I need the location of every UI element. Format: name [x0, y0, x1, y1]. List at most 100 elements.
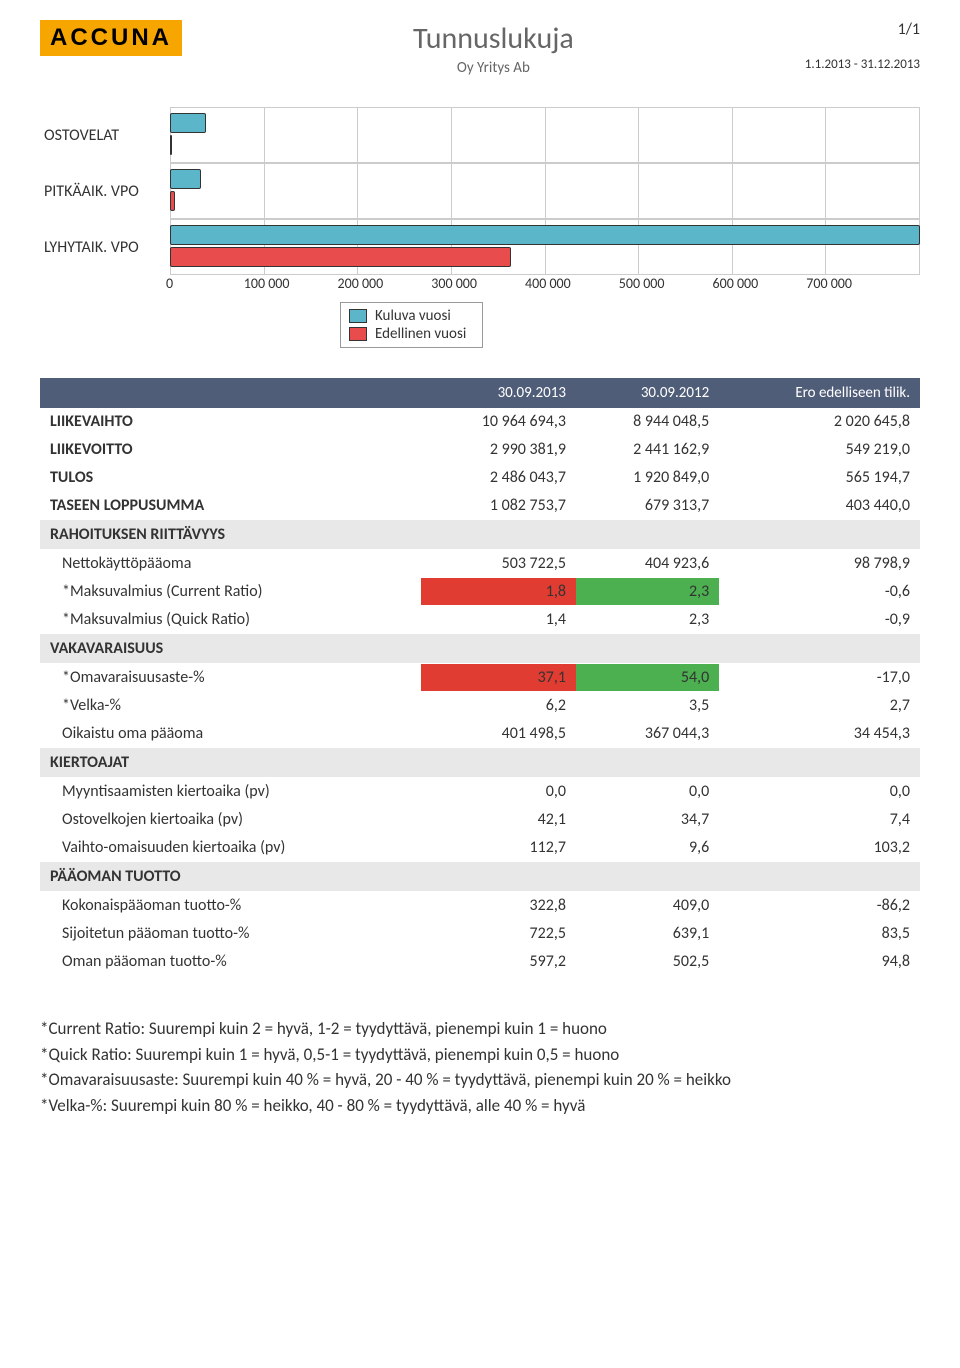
table-cell: 94,8: [719, 948, 920, 976]
chart-bar: [170, 247, 511, 267]
table-cell: 83,5: [719, 920, 920, 948]
chart-bar-cell: [170, 219, 920, 275]
table-section-header: KIERTOAJAT: [40, 748, 920, 778]
table-cell: 2,3: [576, 578, 719, 606]
table-section-header: PÄÄOMAN TUOTTO: [40, 862, 920, 892]
table-cell: 37,1: [421, 664, 576, 692]
table-cell: -86,2: [719, 892, 920, 920]
table-cell: 112,7: [421, 834, 576, 862]
chart-category-label: PITKÄAIK. VPO: [40, 182, 170, 201]
axis-tick: 700 000: [806, 275, 900, 292]
table-cell: Myyntisaamisten kiertoaika (pv): [40, 778, 421, 806]
section-title-cell: PÄÄOMAN TUOTTO: [40, 862, 920, 892]
table-cell: 2,7: [719, 692, 920, 720]
table-cell: 502,5: [576, 948, 719, 976]
table-cell: 2 486 043,7: [421, 464, 576, 492]
table-row: LIIKEVAIHTO10 964 694,38 944 048,52 020 …: [40, 408, 920, 436]
table-cell: TASEEN LOPPUSUMMA: [40, 492, 421, 520]
table-cell: 34 454,3: [719, 720, 920, 748]
table-row: Nettokäyttöpääoma503 722,5404 923,698 79…: [40, 550, 920, 578]
legend-item: Kuluva vuosi: [349, 307, 466, 325]
table-cell: 7,4: [719, 806, 920, 834]
table-cell: 503 722,5: [421, 550, 576, 578]
axis-tick: 600 000: [713, 275, 807, 292]
table-row: Kokonaispääoman tuotto-%322,8409,0-86,2: [40, 892, 920, 920]
table-row: Oman pääoman tuotto-%597,2502,594,8: [40, 948, 920, 976]
table-cell: 2 441 162,9: [576, 436, 719, 464]
table-cell: 0,0: [576, 778, 719, 806]
chart-bar-cell: [170, 107, 920, 163]
bar-chart: OSTOVELATPITKÄAIK. VPOLYHYTAIK. VPO 0100…: [40, 107, 920, 348]
table-cell: Ostovelkojen kiertoaika (pv): [40, 806, 421, 834]
footnotes: *Current Ratio: Suurempi kuin 2 = hyvä, …: [40, 1016, 920, 1118]
table-row: Ostovelkojen kiertoaika (pv)42,134,77,4: [40, 806, 920, 834]
page-info: 1/1 1.1.2013 - 31.12.2013: [805, 20, 920, 72]
table-row: *Maksuvalmius (Quick Ratio)1,42,3-0,9: [40, 606, 920, 634]
table-cell: -0,6: [719, 578, 920, 606]
legend-swatch: [349, 309, 367, 323]
table-header-cell: 30.09.2012: [576, 378, 719, 408]
footnote-line: *Current Ratio: Suurempi kuin 2 = hyvä, …: [40, 1016, 920, 1042]
company-name: Oy Yritys Ab: [182, 59, 805, 77]
section-title-cell: KIERTOAJAT: [40, 748, 920, 778]
table-cell: 409,0: [576, 892, 719, 920]
table-cell: 42,1: [421, 806, 576, 834]
table-cell: Oikaistu oma pääoma: [40, 720, 421, 748]
table-row: Sijoitetun pääoman tuotto-%722,5639,183,…: [40, 920, 920, 948]
metrics-table: 30.09.201330.09.2012Ero edelliseen tilik…: [40, 378, 920, 976]
table-row: LIIKEVOITTO2 990 381,92 441 162,9549 219…: [40, 436, 920, 464]
footnote-line: *Quick Ratio: Suurempi kuin 1 = hyvä, 0,…: [40, 1042, 920, 1068]
chart-bar: [170, 135, 172, 155]
page-title: Tunnuslukuja: [182, 20, 805, 57]
axis-tick: 200 000: [338, 275, 432, 292]
table-cell: 3,5: [576, 692, 719, 720]
chart-category-label: OSTOVELAT: [40, 126, 170, 145]
table-header-cell: 30.09.2013: [421, 378, 576, 408]
legend-label: Edellinen vuosi: [375, 325, 466, 343]
table-cell: 103,2: [719, 834, 920, 862]
table-cell: 403 440,0: [719, 492, 920, 520]
chart-legend: Kuluva vuosiEdellinen vuosi: [340, 302, 483, 348]
chart-row: LYHYTAIK. VPO: [40, 219, 920, 275]
table-cell: 1,8: [421, 578, 576, 606]
page-number: 1/1: [805, 20, 920, 39]
table-cell: 367 044,3: [576, 720, 719, 748]
table-cell: Oman pääoman tuotto-%: [40, 948, 421, 976]
table-cell: *Maksuvalmius (Current Ratio): [40, 578, 421, 606]
table-header-cell: Ero edelliseen tilik.: [719, 378, 920, 408]
table-cell: 2 990 381,9: [421, 436, 576, 464]
table-cell: 9,6: [576, 834, 719, 862]
table-row: Vaihto-omaisuuden kiertoaika (pv)112,79,…: [40, 834, 920, 862]
table-cell: -17,0: [719, 664, 920, 692]
table-cell: 0,0: [719, 778, 920, 806]
table-cell: *Maksuvalmius (Quick Ratio): [40, 606, 421, 634]
table-cell: 2 020 645,8: [719, 408, 920, 436]
table-cell: 639,1: [576, 920, 719, 948]
table-cell: 6,2: [421, 692, 576, 720]
table-cell: 1 082 753,7: [421, 492, 576, 520]
table-cell: *Velka-%: [40, 692, 421, 720]
table-cell: -0,9: [719, 606, 920, 634]
footnote-line: *Omavaraisuusaste: Suurempi kuin 40 % = …: [40, 1067, 920, 1093]
table-row: *Omavaraisuusaste-%37,154,0-17,0: [40, 664, 920, 692]
table-cell: 722,5: [421, 920, 576, 948]
table-cell: *Omavaraisuusaste-%: [40, 664, 421, 692]
table-cell: 679 313,7: [576, 492, 719, 520]
logo: ACCUNA: [40, 20, 182, 56]
table-cell: 404 923,6: [576, 550, 719, 578]
chart-bar: [170, 191, 175, 211]
table-cell: 10 964 694,3: [421, 408, 576, 436]
axis-tick: 400 000: [525, 275, 619, 292]
date-range: 1.1.2013 - 31.12.2013: [805, 57, 920, 72]
table-cell: 1,4: [421, 606, 576, 634]
table-cell: 34,7: [576, 806, 719, 834]
table-cell: 565 194,7: [719, 464, 920, 492]
title-block: Tunnuslukuja Oy Yritys Ab: [182, 20, 805, 77]
legend-label: Kuluva vuosi: [375, 307, 451, 325]
table-row: Oikaistu oma pääoma401 498,5367 044,334 …: [40, 720, 920, 748]
table-cell: TULOS: [40, 464, 421, 492]
table-cell: 2,3: [576, 606, 719, 634]
chart-bar-cell: [170, 163, 920, 219]
table-cell: LIIKEVOITTO: [40, 436, 421, 464]
report-header: ACCUNA Tunnuslukuja Oy Yritys Ab 1/1 1.1…: [40, 20, 920, 77]
